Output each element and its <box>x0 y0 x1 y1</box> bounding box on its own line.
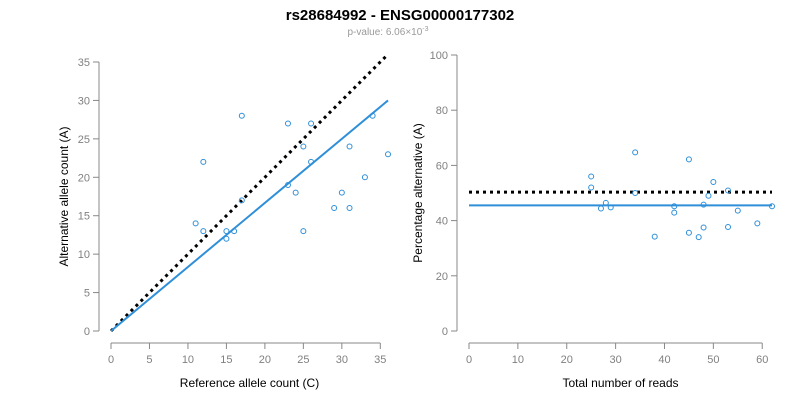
data-point <box>238 112 245 119</box>
left-panel: 0 5 10 15 20 25 30 35 0 5 10 15 20 25 30 35 Reference al… <box>57 53 391 390</box>
reference-line <box>109 53 390 333</box>
x-tick-label: 20 <box>259 354 271 366</box>
p-value-subtitle: p-value: 6.06×10-3 <box>347 26 428 38</box>
x-tick-label: 0 <box>108 354 114 366</box>
fit-line <box>110 99 389 332</box>
y-tick-label: 80 <box>436 105 448 117</box>
x-tick-label: 25 <box>297 354 309 366</box>
x-tick-label: 10 <box>182 354 194 366</box>
x-tick-label: 40 <box>658 354 670 366</box>
y-tick-label: 60 <box>436 160 448 172</box>
data-point <box>385 151 391 158</box>
data-point <box>632 149 639 156</box>
y-axis-label: Percentage alternative (A) <box>411 123 425 262</box>
data-point <box>361 174 368 181</box>
data-point <box>734 207 741 214</box>
y-tick-label: 35 <box>78 57 90 69</box>
y-tick-label: 40 <box>436 216 448 228</box>
x-tick-label: 50 <box>707 354 719 366</box>
data-point <box>602 199 609 206</box>
y-tick-label: 20 <box>436 271 448 283</box>
x-tick-label: 30 <box>336 354 348 366</box>
data-point <box>192 220 199 227</box>
x-tick-label: 0 <box>466 354 472 366</box>
data-point <box>284 181 291 188</box>
data-point <box>695 234 702 241</box>
data-point <box>223 235 230 242</box>
chart-title: rs28684992 - ENSG00000177302 <box>286 7 515 24</box>
data-point <box>588 184 595 191</box>
y-tick-label: 5 <box>84 288 90 300</box>
y-tick-label: 25 <box>78 134 90 146</box>
p-value-label: p-value: 6.06 <box>347 27 405 38</box>
x-axis-label: Reference allele count (C) <box>180 376 319 390</box>
y-tick-label: 0 <box>84 326 90 338</box>
data-point <box>685 156 692 163</box>
data-point <box>700 224 707 231</box>
data-point <box>700 201 707 208</box>
data-point <box>369 112 376 119</box>
data-point <box>200 228 207 235</box>
data-point <box>632 190 639 196</box>
data-point <box>284 120 291 127</box>
data-point <box>651 233 658 240</box>
data-point <box>331 205 338 212</box>
y-tick-label: 15 <box>78 211 90 223</box>
y-tick-label: 30 <box>78 95 90 107</box>
data-point <box>710 178 717 185</box>
data-point <box>338 189 345 196</box>
y-axis-label: Alternative allele count (A) <box>57 126 71 266</box>
x-tick-label: 35 <box>374 354 386 366</box>
data-point <box>346 143 353 150</box>
y-tick-label: 10 <box>78 249 90 261</box>
data-point <box>769 203 775 210</box>
p-value-exponent: -3 <box>422 26 428 33</box>
data-point <box>238 197 245 204</box>
data-point <box>597 205 604 212</box>
x-axis-label: Total number of reads <box>562 376 678 390</box>
data-point <box>588 173 595 180</box>
data-point <box>300 143 307 150</box>
data-point <box>607 204 614 211</box>
data-point <box>346 205 353 212</box>
data-point <box>671 209 678 216</box>
data-point <box>292 189 299 196</box>
data-point <box>300 228 307 235</box>
p-value-times: ×10 <box>405 27 422 38</box>
x-tick-label: 20 <box>561 354 573 366</box>
data-point <box>671 203 678 210</box>
x-tick-label: 10 <box>512 354 524 366</box>
data-point <box>231 228 238 235</box>
y-tick-label: 100 <box>430 50 448 62</box>
data-point <box>685 229 692 236</box>
data-point <box>308 120 315 127</box>
data-point <box>705 192 712 199</box>
data-point <box>754 220 761 227</box>
x-tick-label: 5 <box>146 354 152 366</box>
right-panel: 0 10 20 30 40 50 60 0 20 40 60 80 100 Total number of… <box>411 50 775 390</box>
x-tick-label: 30 <box>609 354 621 366</box>
data-point <box>200 158 207 165</box>
y-tick-label: 20 <box>78 172 90 184</box>
y-tick-label: 0 <box>442 326 448 338</box>
data-point <box>223 228 230 235</box>
data-point <box>725 223 732 230</box>
data-point <box>725 187 732 194</box>
x-tick-label: 60 <box>756 354 768 366</box>
x-tick-label: 15 <box>220 354 232 366</box>
data-point <box>308 158 315 165</box>
